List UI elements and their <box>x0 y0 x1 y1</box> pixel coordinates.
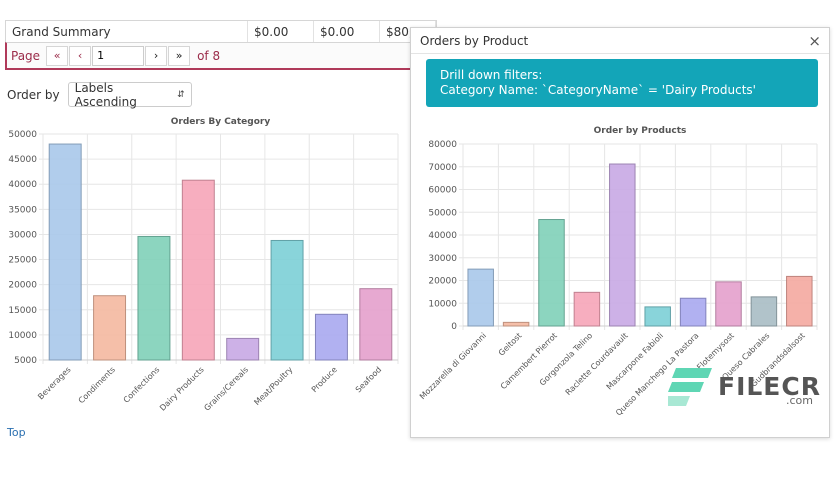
order-by-select[interactable]: Labels Ascending ⇵ <box>67 80 192 109</box>
product-bar[interactable] <box>573 291 601 327</box>
product-y-tick-label: 10000 <box>428 299 457 309</box>
category-bar[interactable] <box>270 239 304 361</box>
product-y-tick-label: 60000 <box>428 186 457 196</box>
summary-cell: $0.00 <box>314 21 380 43</box>
category-y-tick-label: 30000 <box>8 230 37 240</box>
drill-down-filter: Category Name: `CategoryName` = 'Dairy P… <box>440 83 756 97</box>
category-y-tick-label: 10000 <box>8 331 37 341</box>
category-y-tick-label: 5000 <box>14 356 37 366</box>
category-bar[interactable] <box>48 143 82 361</box>
page-number-input[interactable] <box>92 45 145 66</box>
category-bar[interactable] <box>93 295 127 361</box>
category-x-tick-label: Dairy Products <box>158 365 206 413</box>
product-bar[interactable] <box>679 297 707 327</box>
product-bar[interactable] <box>786 275 813 327</box>
last-page-button[interactable]: » <box>168 45 191 66</box>
category-x-tick-label: Beverages <box>36 365 72 401</box>
product-bar[interactable] <box>538 219 565 327</box>
category-bar[interactable] <box>226 337 260 361</box>
page-label: Page <box>11 48 41 63</box>
product-x-tick-label: Raclette Courdavault <box>564 331 630 397</box>
product-bar[interactable] <box>644 306 671 327</box>
dialog-header-divider <box>411 53 829 54</box>
product-y-tick-label: 20000 <box>428 277 457 287</box>
category-x-tick-label: Produce <box>310 365 339 394</box>
category-x-tick-label: Grains/Cereals <box>202 365 250 413</box>
close-icon[interactable]: × <box>808 32 821 50</box>
updown-caret-icon: ⇵ <box>177 89 185 100</box>
drill-down-filters-box: Drill down filters: Category Name: `Cate… <box>426 59 818 107</box>
category-bar[interactable] <box>314 313 348 361</box>
next-page-button[interactable]: › <box>145 45 168 66</box>
order-by-control: Order by Labels Ascending ⇵ <box>7 80 192 109</box>
product-y-tick-label: 40000 <box>428 231 457 241</box>
watermark-text: FILECR <box>718 371 821 401</box>
product-x-tick-label: Geitost <box>497 331 524 358</box>
category-x-tick-label: Confections <box>122 365 162 405</box>
top-link[interactable]: Top <box>7 426 26 439</box>
category-x-tick-label: Seafood <box>354 365 383 394</box>
category-chart-title: Orders By Category <box>171 117 271 127</box>
dialog-title: Orders by Product <box>420 34 529 48</box>
product-bar[interactable] <box>609 163 636 327</box>
product-y-tick-label: 70000 <box>428 163 457 173</box>
category-bar[interactable] <box>359 288 393 361</box>
first-page-button[interactable]: « <box>46 45 69 66</box>
orders-by-category-chart: Orders By Category 5000 10000 15000 20000 250… <box>8 117 399 413</box>
pager: Page « ‹ › » of 8 <box>5 42 435 70</box>
product-bar[interactable] <box>467 268 494 327</box>
category-y-tick-label: 40000 <box>8 180 37 190</box>
product-x-tick-label: Mozzarella di Giovanni <box>418 331 488 401</box>
product-y-tick-label: 50000 <box>428 208 457 218</box>
grand-summary-row: Grand Summary $0.00 $0.00 $80, <box>5 20 437 43</box>
watermark-logo: FILECR <box>668 364 821 408</box>
category-bar[interactable] <box>137 235 171 361</box>
category-y-tick-label: 15000 <box>8 306 37 316</box>
category-y-tick-label: 50000 <box>8 130 37 140</box>
drill-down-title: Drill down filters: <box>440 68 543 82</box>
orders-by-product-dialog: Orders by Product × Drill down filters: … <box>410 27 830 438</box>
category-y-tick-label: 25000 <box>8 256 37 266</box>
product-bar[interactable] <box>750 296 778 327</box>
orders-by-products-chart: Order by Products 0 10000 20000 30000 40000 50… <box>418 126 818 418</box>
category-y-tick-label: 35000 <box>8 205 37 215</box>
product-y-tick-label: 0 <box>451 322 457 332</box>
grand-summary-label: Grand Summary <box>6 21 248 43</box>
product-y-tick-label: 30000 <box>428 254 457 264</box>
page-count: of 8 <box>197 48 221 63</box>
product-bar[interactable] <box>715 281 742 327</box>
prev-page-button[interactable]: ‹ <box>69 45 92 66</box>
category-x-tick-label: Meat/Poultry <box>252 365 294 407</box>
order-by-selected-value: Labels Ascending <box>74 80 137 109</box>
product-y-tick-label: 80000 <box>428 140 457 150</box>
category-bar[interactable] <box>181 179 215 361</box>
product-chart-title: Order by Products <box>594 126 687 136</box>
product-bar[interactable] <box>502 321 530 327</box>
order-by-label: Order by <box>7 87 60 102</box>
summary-cell: $0.00 <box>248 21 314 43</box>
category-y-tick-label: 45000 <box>8 155 37 165</box>
category-y-tick-label: 20000 <box>8 281 37 291</box>
category-x-tick-label: Condiments <box>77 365 117 405</box>
watermark-mark-icon <box>668 368 712 406</box>
watermark-suffix: .com <box>786 394 813 407</box>
